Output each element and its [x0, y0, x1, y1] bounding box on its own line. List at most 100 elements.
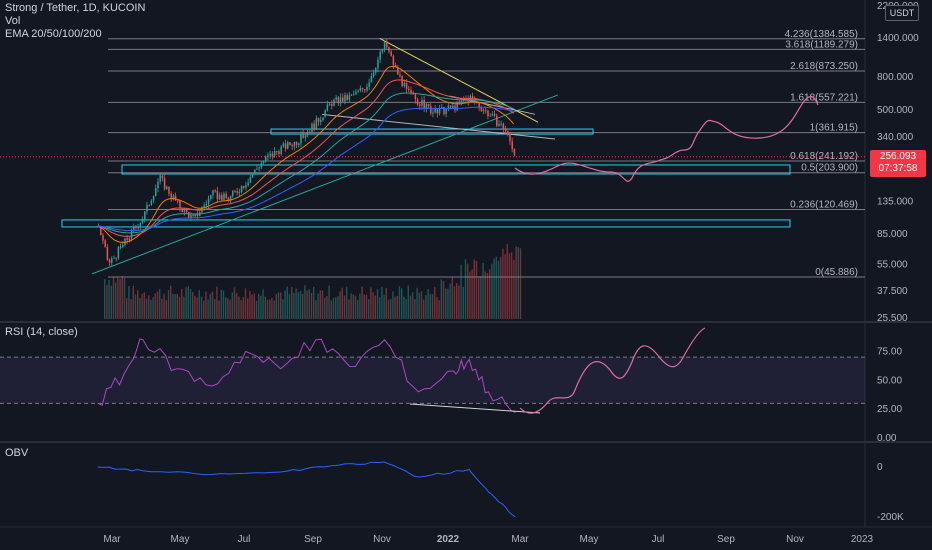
price-tick-label: 85.000 — [877, 229, 908, 240]
rsi-projection-path[interactable] — [519, 327, 706, 414]
candle-body — [405, 83, 408, 90]
candle-body — [509, 134, 511, 142]
candle-body — [126, 238, 128, 240]
ema-label[interactable]: EMA 20/50/100/200 — [5, 28, 102, 40]
volume-bar — [436, 297, 438, 319]
volume-bar — [273, 300, 275, 319]
candle-body — [166, 186, 168, 189]
volume-bar — [126, 298, 128, 319]
rsi-tick-label: 25.00 — [877, 404, 902, 415]
candle-body — [410, 90, 412, 93]
candle-body — [267, 155, 269, 157]
volume-bar — [214, 298, 216, 319]
candle-body — [260, 162, 263, 168]
support-trendline[interactable] — [91, 94, 559, 275]
time-tick-label: May — [580, 534, 599, 545]
volume-bar — [194, 295, 196, 319]
fib-level-label: 1(361.915) — [810, 123, 858, 134]
neckline-trendline[interactable] — [321, 113, 556, 140]
ema-20-line[interactable] — [97, 65, 514, 243]
volume-bar — [348, 299, 350, 319]
time-tick-label: May — [171, 534, 190, 545]
volume-bar — [233, 287, 236, 319]
candle-body — [117, 247, 120, 259]
candle-body — [403, 83, 406, 87]
resistance-zone-box[interactable] — [270, 128, 594, 135]
volume-bar — [121, 276, 123, 319]
currency-button[interactable]: USDT — [885, 5, 919, 21]
volume-bar — [464, 259, 467, 319]
candle-body — [388, 47, 390, 52]
volume-bar — [460, 264, 462, 319]
support-zone-box[interactable] — [121, 164, 791, 175]
candle-body — [185, 208, 188, 212]
ema-50-line[interactable] — [97, 79, 514, 237]
candle-body — [328, 104, 331, 106]
fib-level-label: 0.618(241.192) — [790, 151, 858, 162]
symbol-title[interactable]: Strong / Tether, 1D, KUCOIN — [5, 2, 146, 14]
candle-body — [364, 89, 366, 91]
candle-body — [212, 190, 214, 196]
volume-bar — [139, 298, 141, 319]
volume-bar — [104, 279, 106, 319]
volume-bar — [517, 247, 519, 319]
price-tick-label: 37.500 — [877, 286, 908, 297]
volume-bar — [361, 286, 363, 319]
obv-tick-label: -200K — [877, 512, 904, 523]
ema-200-line[interactable] — [97, 106, 514, 231]
volume-bar — [449, 283, 451, 319]
volume-bar — [447, 288, 449, 319]
candle-body — [504, 129, 507, 131]
volume-bar — [515, 246, 517, 319]
rsi-line[interactable] — [97, 338, 516, 414]
volume-bar — [253, 293, 255, 319]
volume-bar — [185, 287, 187, 319]
channel-trendline[interactable] — [449, 95, 536, 115]
volume-bar — [269, 299, 271, 319]
obv-line[interactable] — [97, 461, 516, 518]
volume-bar — [130, 299, 132, 319]
candle-body — [291, 145, 293, 147]
volume-bar — [506, 244, 508, 319]
volume-bar — [310, 292, 313, 319]
rsi-label[interactable]: RSI (14, close) — [5, 326, 78, 338]
ema-100-line[interactable] — [97, 92, 514, 234]
candle-body — [223, 193, 225, 200]
volume-bar — [262, 289, 264, 319]
candle-body — [157, 181, 159, 189]
volume-bar — [326, 295, 328, 319]
volume-bar — [132, 285, 134, 319]
candle-body — [306, 131, 309, 136]
price-projection-path[interactable] — [514, 96, 819, 182]
candle-body — [119, 246, 122, 248]
fib-level-label: 3.618(1189.279) — [785, 39, 858, 50]
obv-label[interactable]: OBV — [5, 447, 29, 459]
rsi-divergence-line[interactable] — [409, 403, 541, 414]
volume-bar — [240, 299, 242, 319]
support-zone-box[interactable] — [61, 219, 791, 228]
candle-body — [456, 101, 458, 111]
volume-label[interactable]: Vol — [5, 15, 21, 27]
volume-bar — [365, 294, 368, 319]
volume-bar — [504, 254, 506, 319]
candle-body — [320, 120, 322, 122]
candle-body — [427, 103, 430, 107]
candle-body — [394, 64, 397, 68]
volume-bar — [189, 289, 192, 319]
candle-body — [210, 195, 212, 199]
candle-body — [480, 107, 483, 111]
volume-bar — [469, 271, 471, 319]
candle-body — [471, 95, 474, 99]
candle-body — [271, 153, 274, 157]
volume-bar — [346, 286, 348, 319]
volume-bar — [387, 299, 390, 319]
volume-bar — [247, 298, 249, 319]
candle-body — [234, 191, 236, 193]
volume-bar — [148, 295, 150, 319]
candle-body — [436, 108, 439, 114]
candle-body — [192, 214, 194, 217]
volume-bar — [159, 288, 161, 319]
fib-level-label: 0(45.886) — [815, 267, 858, 278]
candle-body — [181, 207, 183, 212]
